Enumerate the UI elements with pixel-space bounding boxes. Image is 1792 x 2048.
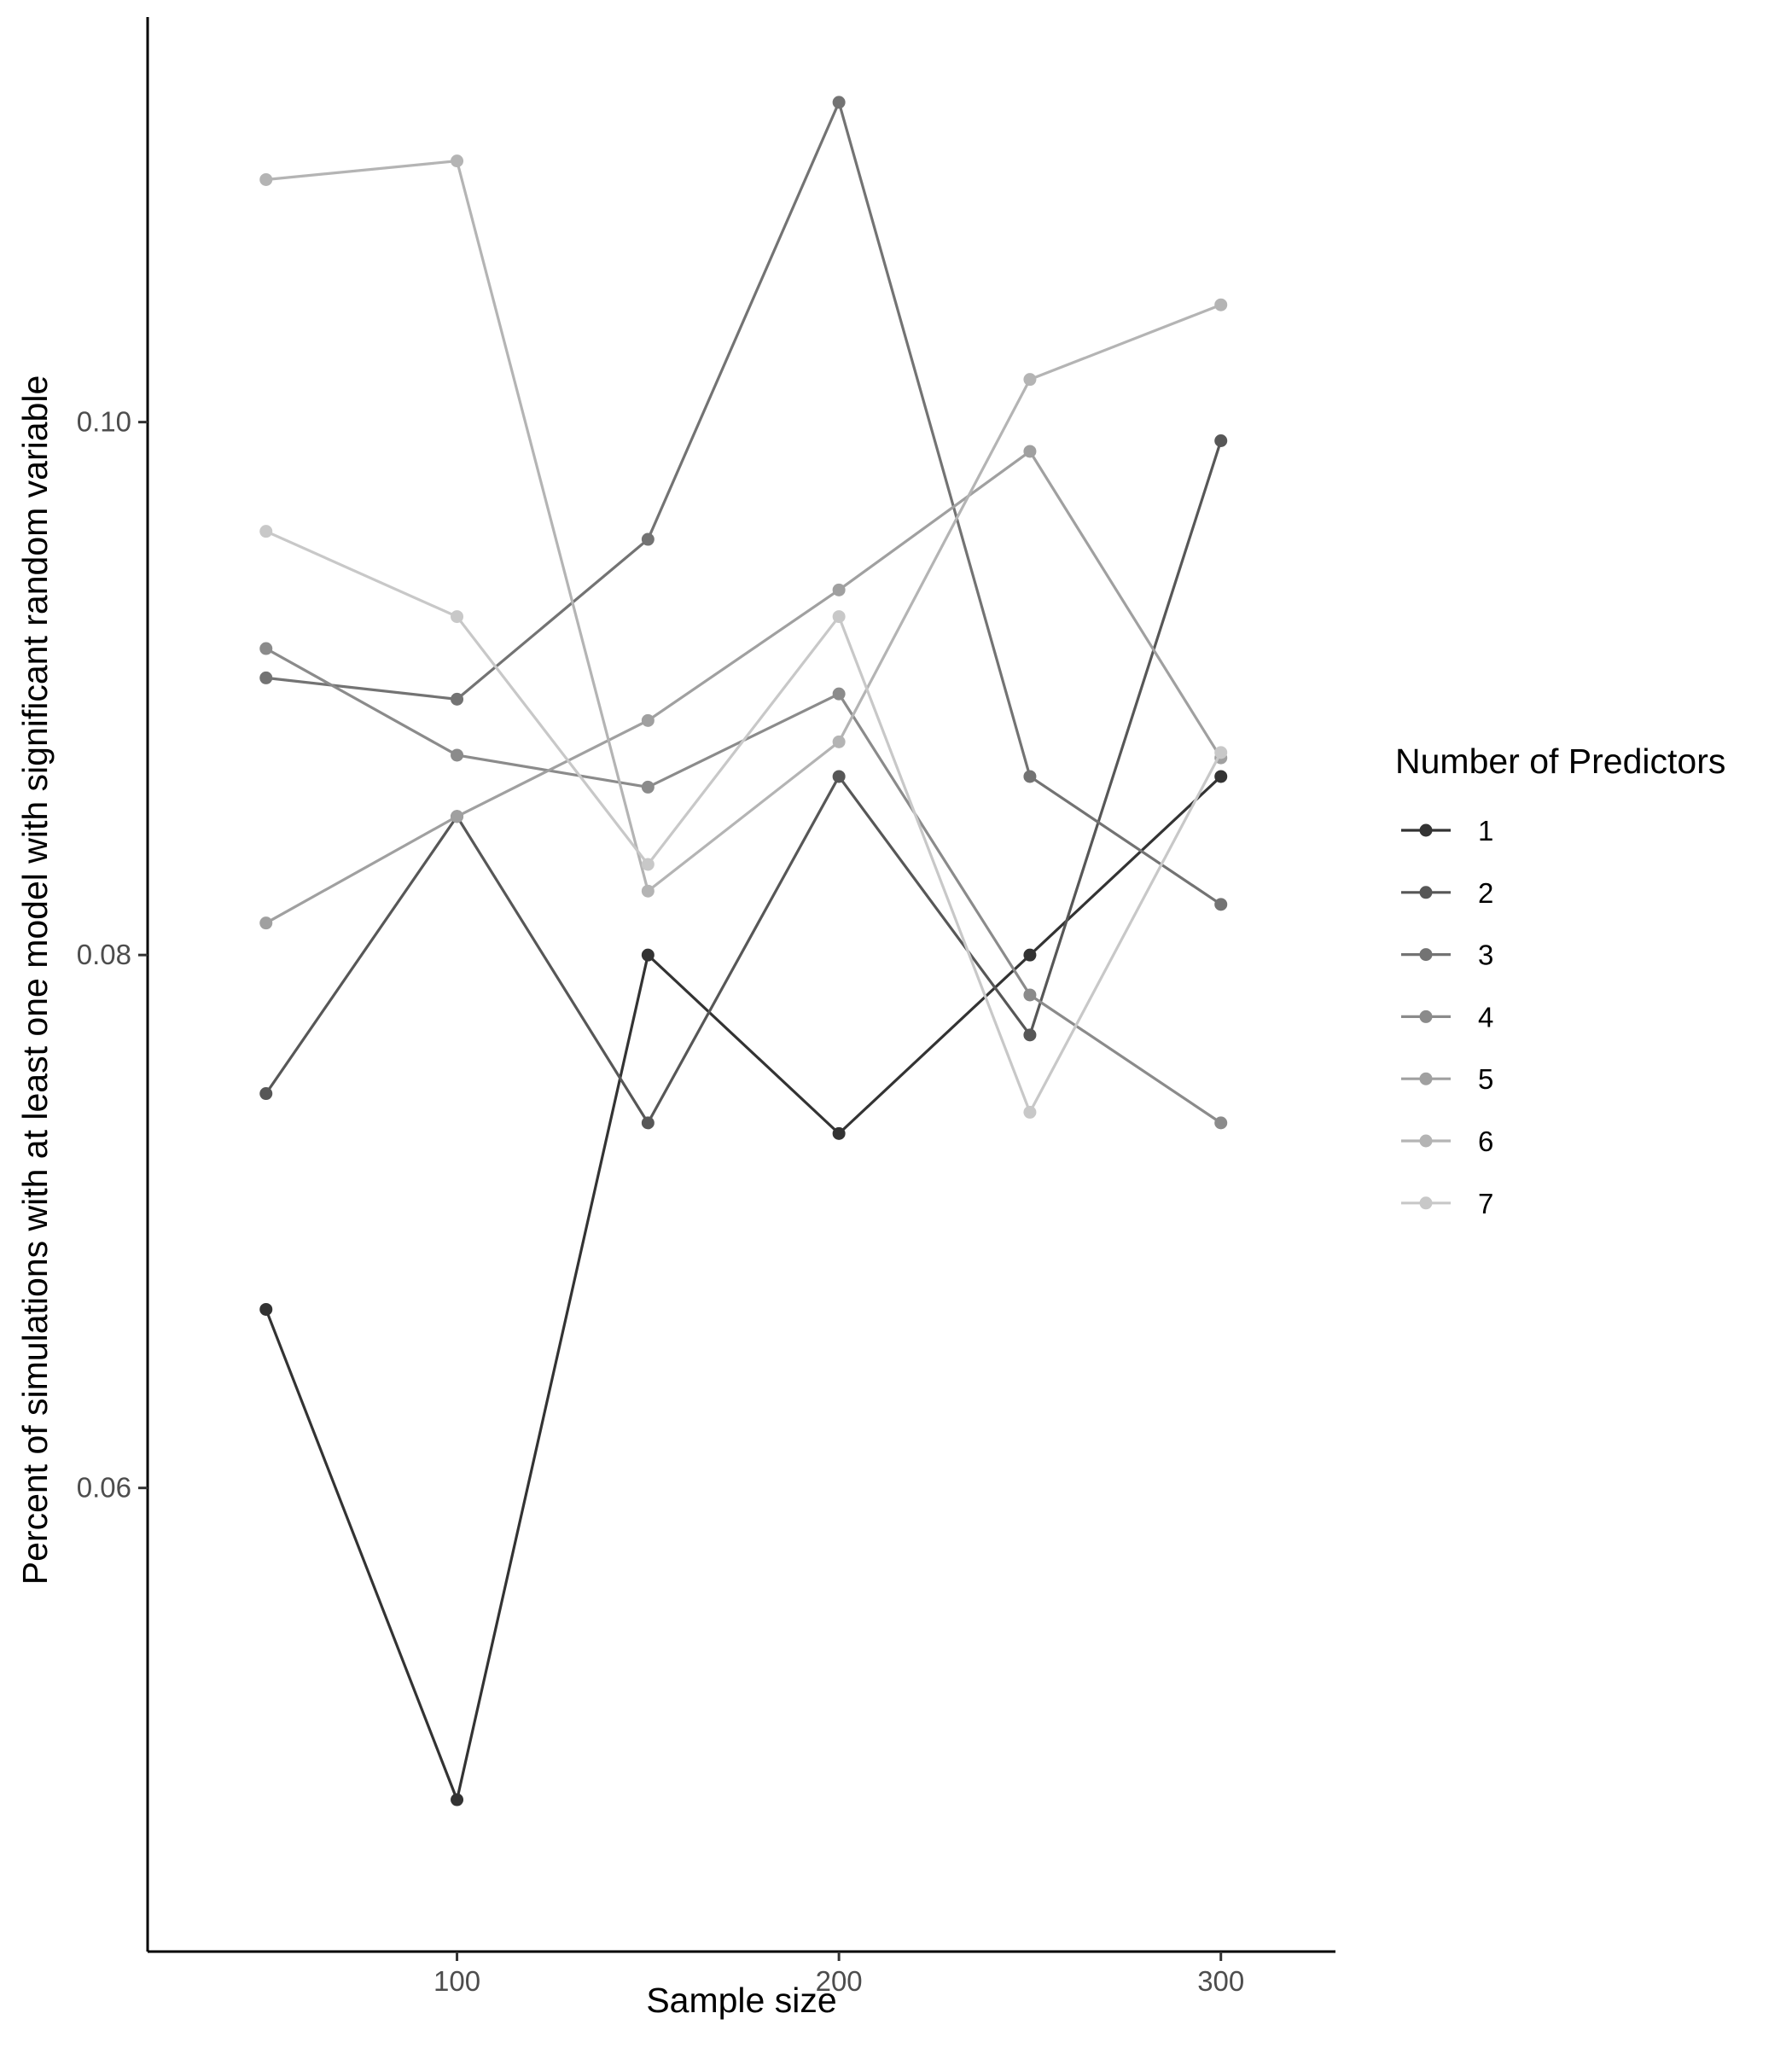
data-point [832,735,846,748]
y-axis-title: Percent of simulations with at least one… [15,375,55,1585]
data-point [641,948,655,962]
series-4 [259,642,1228,1130]
legend-label: 1 [1478,815,1493,847]
data-point [832,610,846,624]
legend-key-point [1419,886,1433,899]
legend-key-point [1419,823,1433,837]
legend-items: 1 2 3 4 5 6 7 [1401,815,1493,1219]
data-point [1214,298,1228,311]
data-point [832,583,846,596]
data-point [1023,445,1037,458]
legend-key-point [1419,1134,1433,1148]
legend-label: 4 [1478,1001,1493,1033]
data-point [1023,948,1037,962]
data-point [641,884,655,898]
series-line-6 [265,160,1223,893]
data-point [1214,433,1228,447]
data-point [259,172,273,186]
legend-label: 5 [1478,1063,1493,1095]
legend-label: 3 [1478,940,1493,971]
data-point [1214,746,1228,759]
series-line-3 [265,101,1223,906]
data-point [832,96,846,109]
series-layer [259,96,1228,1807]
legend-key-point [1419,1196,1433,1210]
data-point [1214,1116,1228,1130]
legend-label: 2 [1478,877,1493,909]
series-line-2 [265,439,1223,1125]
legend-item-1: 1 [1401,815,1493,847]
legend-item-6: 6 [1401,1126,1493,1157]
legend-item-3: 3 [1401,940,1493,971]
legend-label: 6 [1478,1126,1493,1157]
y-axis-ticks: 0.06 0.08 0.10 [77,406,148,1504]
data-point [259,671,273,684]
data-point [832,1126,846,1140]
x-axis-title: Sample size [646,1981,836,2020]
series-3 [259,96,1228,911]
series-line-1 [265,775,1223,1801]
data-point [451,1793,464,1807]
x-tick-label: 100 [433,1965,480,1997]
data-point [832,687,846,701]
data-point [1023,1028,1037,1042]
data-point [451,610,464,624]
data-point [641,532,655,546]
x-tick-label: 300 [1197,1965,1244,1997]
data-point [641,780,655,794]
y-tick-label: 0.06 [77,1472,131,1504]
data-point [259,916,273,930]
legend-item-4: 4 [1401,1001,1493,1033]
legend-title: Number of Predictors [1395,742,1725,781]
legend-label: 7 [1478,1188,1493,1219]
data-point [641,858,655,871]
legend-item-2: 2 [1401,877,1493,909]
data-point [641,713,655,727]
series-line-5 [265,450,1223,925]
legend-key-point [1419,1072,1433,1085]
data-point [259,642,273,655]
series-6 [259,154,1228,898]
y-tick-label: 0.10 [77,406,131,438]
data-point [451,154,464,168]
legend-key-point [1419,1009,1433,1023]
legend-item-7: 7 [1401,1188,1493,1219]
x-tick-label: 200 [816,1965,863,1997]
data-point [1023,770,1037,783]
legend: Number of Predictors 1 2 3 4 5 6 7 [1395,742,1725,1219]
data-point [1023,988,1037,1002]
data-point [1214,898,1228,911]
data-point [641,1116,655,1130]
data-point [259,1087,273,1101]
series-5 [259,445,1228,930]
data-point [1214,770,1228,783]
series-1 [259,770,1228,1807]
data-point [1023,373,1037,387]
legend-key-point [1419,948,1433,962]
x-axis-ticks: 100 200 300 [433,1952,1244,1997]
data-point [451,810,464,823]
data-point [832,770,846,783]
data-point [451,748,464,762]
y-tick-label: 0.08 [77,939,131,970]
data-point [259,525,273,538]
series-7 [259,525,1228,1119]
series-line-7 [265,530,1223,1114]
data-point [1023,1105,1037,1119]
legend-item-5: 5 [1401,1063,1493,1095]
data-point [259,1302,273,1316]
series-2 [259,433,1228,1130]
data-point [451,692,464,706]
